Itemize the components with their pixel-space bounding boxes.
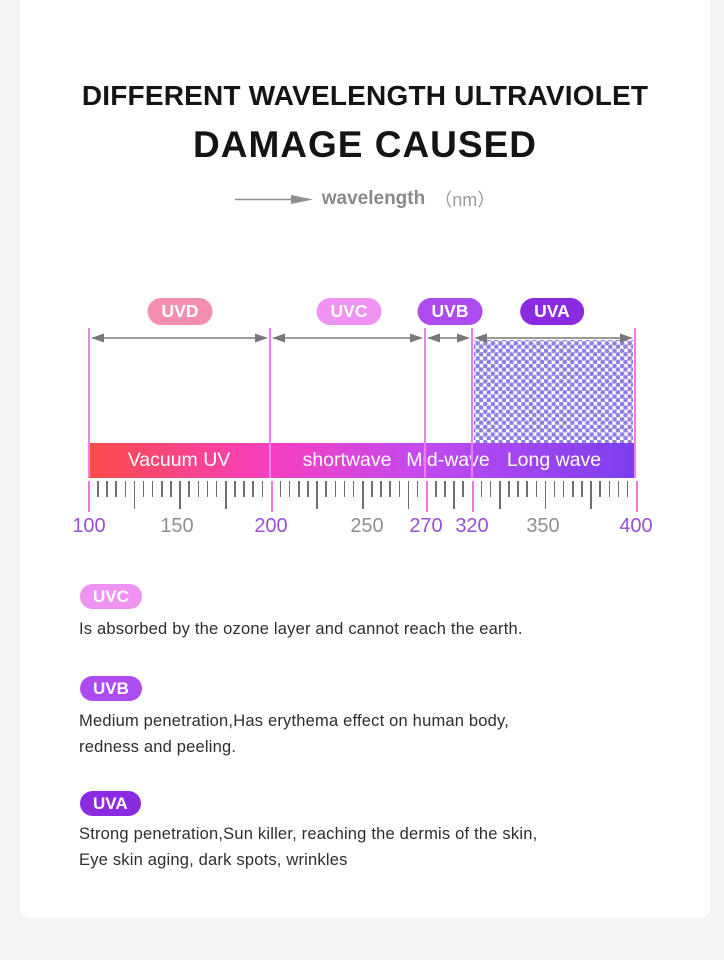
- axis-number-400: 400: [619, 515, 653, 537]
- axis-number-320: 320: [455, 515, 489, 537]
- ruler-tick: [142, 481, 145, 497]
- ruler-tick: [626, 481, 629, 497]
- ruler-tick: [170, 481, 172, 497]
- wavelength-axis-caption: wavelength （nm）: [20, 186, 710, 212]
- legend-text-uva: Strong penetration,Sun killer, reaching …: [79, 821, 659, 873]
- ruler-tick: [535, 481, 538, 497]
- ruler-tick: [572, 481, 574, 497]
- legend-text-uvb: Medium penetration,Has erythema effect o…: [79, 708, 659, 760]
- ruler: [88, 481, 640, 513]
- ruler-tick: [462, 481, 464, 497]
- ruler-tick: [288, 481, 291, 497]
- ruler-tick: [151, 481, 154, 497]
- ruler-tick: [435, 481, 437, 497]
- band-badge-uva: UVA: [520, 298, 584, 325]
- ruler-tick: [133, 481, 136, 509]
- axis-number-200: 200: [254, 515, 288, 537]
- bar-label-shortwave: shortwave: [302, 449, 392, 471]
- ruler-tick: [398, 481, 401, 497]
- ruler-tick: [124, 481, 127, 497]
- ruler-tick: [471, 481, 474, 512]
- ruler-tick: [261, 481, 264, 497]
- ruler-tick: [553, 481, 556, 497]
- wavelength-label: wavelength: [321, 188, 426, 209]
- ruler-tick: [444, 481, 446, 497]
- ruler-tick: [617, 481, 620, 497]
- ruler-tick: [197, 481, 200, 497]
- ruler-tick: [188, 481, 190, 497]
- spectrum-gradient-bar: Vacuum UV shortwave Mid-wave Long wave: [88, 443, 636, 478]
- ruler-tick: [88, 481, 90, 512]
- ruler-tick: [562, 481, 565, 497]
- right-arrow-icon: [234, 194, 313, 204]
- legend-line: Is absorbed by the ozone layer and canno…: [79, 620, 523, 638]
- wavelength-unit: （nm）: [434, 190, 496, 210]
- ruler-tick: [517, 481, 519, 497]
- band-badge-uvc: UVC: [316, 298, 382, 325]
- ruler-tick: [115, 481, 117, 497]
- ruler-tick: [416, 481, 419, 497]
- ruler-tick: [362, 481, 364, 509]
- ruler-tick: [343, 481, 346, 497]
- axis-number-100: 100: [72, 515, 106, 537]
- ruler-tick: [499, 481, 501, 509]
- axis-number-250: 250: [350, 515, 384, 537]
- ruler-tick: [106, 481, 108, 497]
- axis-number-270: 270: [409, 515, 443, 537]
- legend-badge-uvc: UVC: [80, 584, 142, 609]
- legend-badge-uva: UVA: [80, 791, 141, 816]
- ruler-tick: [453, 481, 455, 509]
- bar-label-vacuum-uv: Vacuum UV: [127, 449, 231, 471]
- ruler-tick: [526, 481, 528, 497]
- legend-line: Strong penetration,Sun killer, reaching …: [79, 825, 538, 843]
- axis-number-150: 150: [160, 515, 194, 537]
- ruler-tick: [599, 481, 601, 497]
- ruler-tick: [352, 481, 355, 497]
- band-badge-uvd: UVD: [147, 298, 213, 325]
- band-badge-uvb: UVB: [417, 298, 483, 325]
- ruler-tick: [489, 481, 492, 497]
- ruler-tick: [307, 481, 309, 497]
- ruler-tick: [371, 481, 373, 497]
- ruler-tick: [279, 481, 282, 497]
- axis-number-350: 350: [526, 515, 560, 537]
- ruler-tick: [325, 481, 327, 497]
- ruler-tick: [380, 481, 382, 497]
- legend-line: Medium penetration,Has erythema effect o…: [79, 712, 510, 730]
- ruler-tick: [508, 481, 510, 497]
- ruler-tick: [608, 481, 611, 497]
- ruler-tick: [581, 481, 583, 497]
- ruler-tick: [407, 481, 410, 509]
- bar-label-long-wave: Long wave: [506, 449, 602, 471]
- ruler-tick: [234, 481, 236, 497]
- page-subtitle: DAMAGE CAUSED: [193, 124, 537, 165]
- ruler-tick: [636, 481, 638, 512]
- legend-line: Eye skin aging, dark spots, wrinkles: [79, 851, 348, 869]
- ruler-tick: [544, 481, 547, 509]
- page-title: DIFFERENT WAVELENGTH ULTRAVIOLET: [81, 80, 649, 111]
- ruler-tick: [97, 481, 99, 497]
- ruler-tick: [179, 481, 181, 509]
- legend-badge-uvb: UVB: [80, 676, 142, 701]
- bar-label-mid-wave: Mid-wave: [406, 449, 490, 471]
- ruler-tick: [252, 481, 254, 497]
- ruler-tick: [225, 481, 227, 509]
- ruler-tick: [316, 481, 318, 509]
- ruler-tick: [298, 481, 300, 497]
- ruler-tick: [389, 481, 391, 497]
- ruler-tick: [270, 481, 273, 512]
- ruler-tick: [425, 481, 428, 512]
- legend-text-uvc: Is absorbed by the ozone layer and canno…: [79, 616, 659, 642]
- ruler-tick: [243, 481, 245, 497]
- ruler-tick: [206, 481, 209, 497]
- ruler-tick: [161, 481, 163, 497]
- ruler-tick: [480, 481, 483, 497]
- ruler-tick: [334, 481, 337, 497]
- legend-line: redness and peeling.: [79, 738, 237, 756]
- ruler-tick: [590, 481, 592, 509]
- ruler-tick: [215, 481, 218, 497]
- axis-numbers: 100 150 200 250 270 320 350 400: [72, 515, 652, 541]
